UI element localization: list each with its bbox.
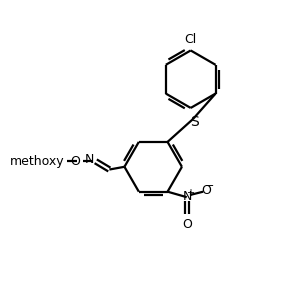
- Text: +: +: [186, 188, 194, 198]
- Text: O: O: [70, 155, 80, 168]
- Text: N: N: [85, 153, 94, 167]
- Text: O: O: [182, 218, 192, 231]
- Text: O: O: [201, 184, 211, 197]
- Text: N: N: [182, 190, 192, 203]
- Text: −: −: [205, 181, 215, 191]
- Text: S: S: [190, 115, 199, 129]
- Text: methoxy: methoxy: [10, 155, 64, 168]
- Text: Cl: Cl: [185, 32, 197, 46]
